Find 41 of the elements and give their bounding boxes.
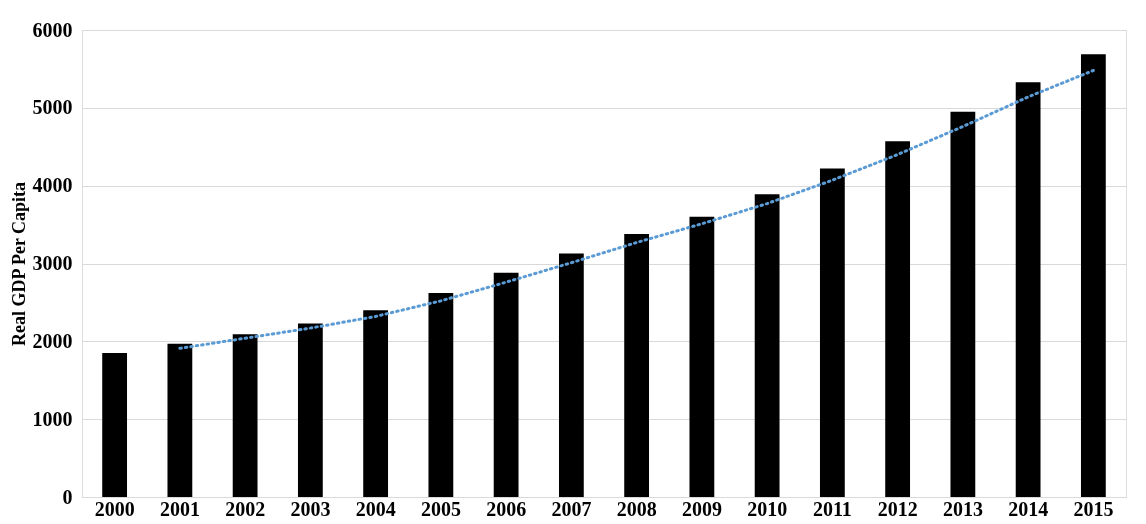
y-tick-label: 3000 <box>32 252 73 274</box>
bar <box>1015 82 1041 497</box>
bar <box>167 343 193 497</box>
y-tick-label: 5000 <box>32 96 73 119</box>
x-tick-label: 2004 <box>355 497 396 520</box>
x-tick-label: 2010 <box>747 497 788 520</box>
bar <box>232 334 258 497</box>
bar <box>819 168 845 497</box>
bar <box>297 323 323 497</box>
bar <box>950 111 976 497</box>
y-tick-label: 0 <box>62 485 73 508</box>
x-tick-label: 2002 <box>225 497 266 520</box>
x-tick-label: 2001 <box>159 497 200 520</box>
y-tick-label: 4000 <box>32 174 73 197</box>
bar <box>624 233 650 497</box>
bar <box>363 310 389 497</box>
bar <box>428 293 454 497</box>
bar <box>1080 54 1106 497</box>
bar <box>754 194 780 497</box>
x-tick-label: 2000 <box>94 497 135 520</box>
x-tick-label: 2008 <box>616 497 657 520</box>
bar <box>102 353 128 497</box>
x-tick-label: 2009 <box>681 497 722 520</box>
x-tick-label: 2013 <box>942 497 983 520</box>
x-tick-label: 2007 <box>551 497 592 520</box>
bar <box>493 272 519 497</box>
y-tick-label: 6000 <box>32 18 73 41</box>
line-series <box>178 68 1095 350</box>
x-tick-label: 2012 <box>877 497 918 520</box>
y-tick-label: 2000 <box>32 329 73 352</box>
x-tick-label: 2005 <box>420 497 461 520</box>
bar <box>689 216 715 497</box>
y-tick-label: 1000 <box>32 407 73 430</box>
y-axis-title: Real GDP Per Capita <box>8 181 29 347</box>
x-tick-label: 2011 <box>812 497 852 520</box>
x-tick-label: 2003 <box>290 497 331 520</box>
bar <box>558 253 584 497</box>
x-tick-label: 2014 <box>1008 497 1049 520</box>
bar <box>885 141 911 497</box>
x-tick-label: 2006 <box>486 497 527 520</box>
x-tick-label: 2015 <box>1073 497 1114 520</box>
